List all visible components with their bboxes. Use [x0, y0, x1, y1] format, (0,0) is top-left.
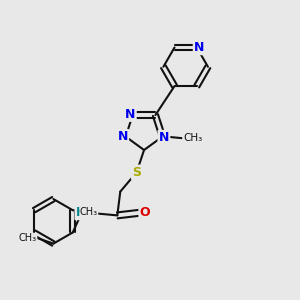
Text: O: O — [140, 206, 150, 219]
Text: CH₃: CH₃ — [19, 233, 37, 243]
Text: N: N — [125, 108, 136, 121]
Text: HN: HN — [76, 206, 96, 219]
Text: N: N — [159, 131, 169, 144]
Text: S: S — [132, 166, 141, 179]
Text: CH₃: CH₃ — [183, 133, 202, 143]
Text: N: N — [194, 41, 204, 54]
Text: N: N — [118, 130, 128, 143]
Text: CH₃: CH₃ — [80, 207, 98, 217]
